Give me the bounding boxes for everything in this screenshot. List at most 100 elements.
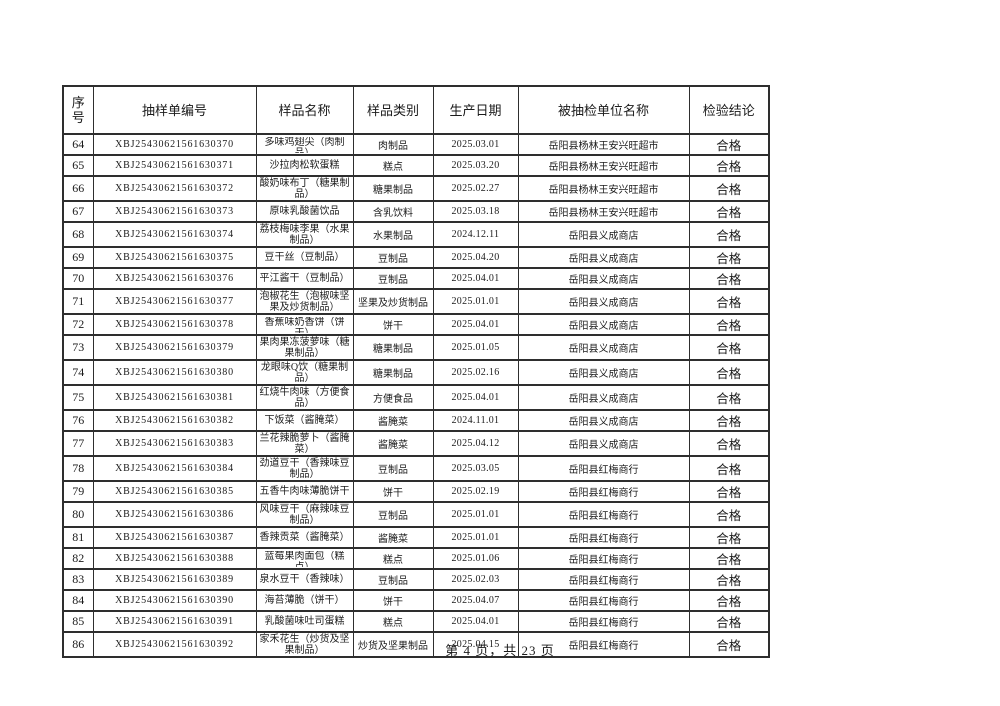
cell-seq: 79 (62, 480, 94, 503)
sample-name-text: 下饭菜（酱腌菜） (264, 415, 345, 426)
col-header-result: 检验结论 (688, 85, 770, 135)
table-row: 65 XBJ25430621561630371 沙拉肉松软蛋糕 糕点 2025.… (62, 154, 770, 177)
cell-sample-name: 香蕉味奶香饼（饼干） (255, 313, 354, 336)
table-row: 86 XBJ25430621561630392 家禾花生（炒货及坚果制品） 炒货… (62, 631, 770, 658)
cell-production-date: 2025.02.19 (432, 480, 519, 503)
cell-category: 方便食品 (352, 384, 434, 411)
sample-name-text: 香蕉味奶香饼（饼干） (264, 316, 345, 333)
cell-sample-code: XBJ25430621561630391 (92, 610, 257, 633)
cell-category: 豆制品 (352, 267, 434, 290)
cell-sample-code: XBJ25430621561630374 (92, 221, 257, 248)
cell-category: 豆制品 (352, 501, 434, 528)
cell-production-date: 2025.04.01 (432, 267, 519, 290)
cell-seq: 74 (62, 359, 94, 386)
cell-sample-name: 泡椒花生（泡椒味坚果及炒货制品） (255, 288, 354, 315)
cell-result: 合格 (688, 246, 770, 269)
cell-result: 合格 (688, 409, 770, 432)
cell-production-date: 2025.04.01 (432, 384, 519, 411)
table-row: 69 XBJ25430621561630375 豆干丝（豆制品） 豆制品 202… (62, 246, 770, 269)
table-row: 83 XBJ25430621561630389 泉水豆干（香辣味） 豆制品 20… (62, 568, 770, 591)
cell-sample-code: XBJ25430621561630388 (92, 547, 257, 570)
cell-result: 合格 (688, 589, 770, 612)
cell-seq: 76 (62, 409, 94, 432)
col-header-date: 生产日期 (432, 85, 519, 135)
cell-production-date: 2025.02.16 (432, 359, 519, 386)
table-row: 73 XBJ25430621561630379 果肉果冻菠萝味（糖果制品） 糖果… (62, 334, 770, 361)
sample-name-text: 家禾花生（炒货及坚果制品） (259, 633, 350, 656)
sample-name-text: 沙拉肉松软蛋糕 (269, 160, 340, 171)
table-header-row: 序号 抽样单编号 样品名称 样品类别 生产日期 被抽检单位名称 检验结论 (62, 85, 770, 135)
sample-name-text: 平江酱干（豆制品） (259, 273, 350, 284)
cell-sample-name: 乳酸菌味吐司蛋糕 (255, 610, 354, 633)
cell-sample-name: 原味乳酸菌饮品 (255, 200, 354, 223)
cell-sample-code: XBJ25430621561630380 (92, 359, 257, 386)
sample-name-text: 果肉果冻菠萝味（糖果制品） (259, 336, 350, 359)
cell-production-date: 2025.02.03 (432, 568, 519, 591)
cell-seq: 84 (62, 589, 94, 612)
table-row: 82 XBJ25430621561630388 蓝莓果肉面包（糕点） 糕点 20… (62, 547, 770, 570)
cell-inspected-unit: 岳阳县义成商店 (517, 359, 690, 386)
cell-sample-code: XBJ25430621561630376 (92, 267, 257, 290)
cell-seq: 85 (62, 610, 94, 633)
cell-sample-name: 豆干丝（豆制品） (255, 246, 354, 269)
cell-category: 糕点 (352, 547, 434, 570)
cell-category: 酱腌菜 (352, 409, 434, 432)
cell-production-date: 2024.11.01 (432, 409, 519, 432)
cell-sample-code: XBJ25430621561630378 (92, 313, 257, 336)
cell-inspected-unit: 岳阳县义成商店 (517, 288, 690, 315)
cell-sample-code: XBJ25430621561630373 (92, 200, 257, 223)
cell-sample-code: XBJ25430621561630386 (92, 501, 257, 528)
cell-category: 豆制品 (352, 455, 434, 482)
cell-production-date: 2025.01.01 (432, 288, 519, 315)
table-row: 84 XBJ25430621561630390 海苔薄脆（饼干） 饼干 2025… (62, 589, 770, 612)
cell-category: 饼干 (352, 313, 434, 336)
cell-production-date: 2025.03.05 (432, 455, 519, 482)
cell-result: 合格 (688, 480, 770, 503)
cell-seq: 80 (62, 501, 94, 528)
cell-category: 糕点 (352, 154, 434, 177)
cell-sample-code: XBJ25430621561630381 (92, 384, 257, 411)
cell-production-date: 2025.01.01 (432, 501, 519, 528)
cell-seq: 72 (62, 313, 94, 336)
cell-result: 合格 (688, 175, 770, 202)
table-row: 70 XBJ25430621561630376 平江酱干（豆制品） 豆制品 20… (62, 267, 770, 290)
cell-sample-name: 沙拉肉松软蛋糕 (255, 154, 354, 177)
table-header: 序号 抽样单编号 样品名称 样品类别 生产日期 被抽检单位名称 检验结论 (62, 85, 770, 135)
cell-category: 肉制品 (352, 133, 434, 156)
cell-sample-name: 劲道豆干（香辣味豆制品） (255, 455, 354, 482)
cell-production-date: 2025.03.01 (432, 133, 519, 156)
cell-seq: 75 (62, 384, 94, 411)
sample-name-text: 龙眼味Q饮（糖果制品） (260, 361, 349, 384)
sample-name-text: 兰花辣脆萝卜（酱腌菜） (259, 432, 350, 455)
cell-sample-code: XBJ25430621561630382 (92, 409, 257, 432)
cell-inspected-unit: 岳阳县红梅商行 (517, 589, 690, 612)
cell-sample-code: XBJ25430621561630392 (92, 631, 257, 658)
cell-inspected-unit: 岳阳县红梅商行 (517, 501, 690, 528)
cell-result: 合格 (688, 313, 770, 336)
sample-name-text: 红烧牛肉味（方便食品） (259, 386, 350, 409)
table-row: 81 XBJ25430621561630387 香辣贡菜（酱腌菜） 酱腌菜 20… (62, 526, 770, 549)
cell-production-date: 2025.04.15 (432, 631, 519, 658)
cell-seq: 82 (62, 547, 94, 570)
cell-result: 合格 (688, 610, 770, 633)
col-header-seq: 序号 (62, 85, 94, 135)
col-header-category: 样品类别 (352, 85, 434, 135)
table-row: 85 XBJ25430621561630391 乳酸菌味吐司蛋糕 糕点 2025… (62, 610, 770, 633)
cell-result: 合格 (688, 133, 770, 156)
cell-result: 合格 (688, 221, 770, 248)
cell-seq: 69 (62, 246, 94, 269)
cell-production-date: 2024.12.11 (432, 221, 519, 248)
cell-sample-name: 兰花辣脆萝卜（酱腌菜） (255, 430, 354, 457)
cell-inspected-unit: 岳阳县杨林王安兴旺超市 (517, 154, 690, 177)
cell-production-date: 2025.04.20 (432, 246, 519, 269)
table-row: 72 XBJ25430621561630378 香蕉味奶香饼（饼干） 饼干 20… (62, 313, 770, 336)
cell-inspected-unit: 岳阳县红梅商行 (517, 568, 690, 591)
cell-seq: 66 (62, 175, 94, 202)
cell-inspected-unit: 岳阳县红梅商行 (517, 480, 690, 503)
cell-inspected-unit: 岳阳县红梅商行 (517, 610, 690, 633)
cell-seq: 64 (62, 133, 94, 156)
cell-sample-name: 平江酱干（豆制品） (255, 267, 354, 290)
cell-result: 合格 (688, 501, 770, 528)
cell-category: 水果制品 (352, 221, 434, 248)
cell-sample-name: 蓝莓果肉面包（糕点） (255, 547, 354, 570)
